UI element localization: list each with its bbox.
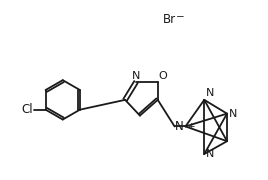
Text: +: + <box>187 122 195 130</box>
Text: N: N <box>206 88 215 98</box>
Text: N: N <box>132 71 140 81</box>
Text: Br: Br <box>163 13 176 26</box>
Text: Cl: Cl <box>21 103 33 116</box>
Text: −: − <box>176 12 184 22</box>
Text: N: N <box>206 149 215 159</box>
Text: O: O <box>159 71 168 81</box>
Text: N: N <box>175 120 184 133</box>
Text: N: N <box>229 109 237 119</box>
